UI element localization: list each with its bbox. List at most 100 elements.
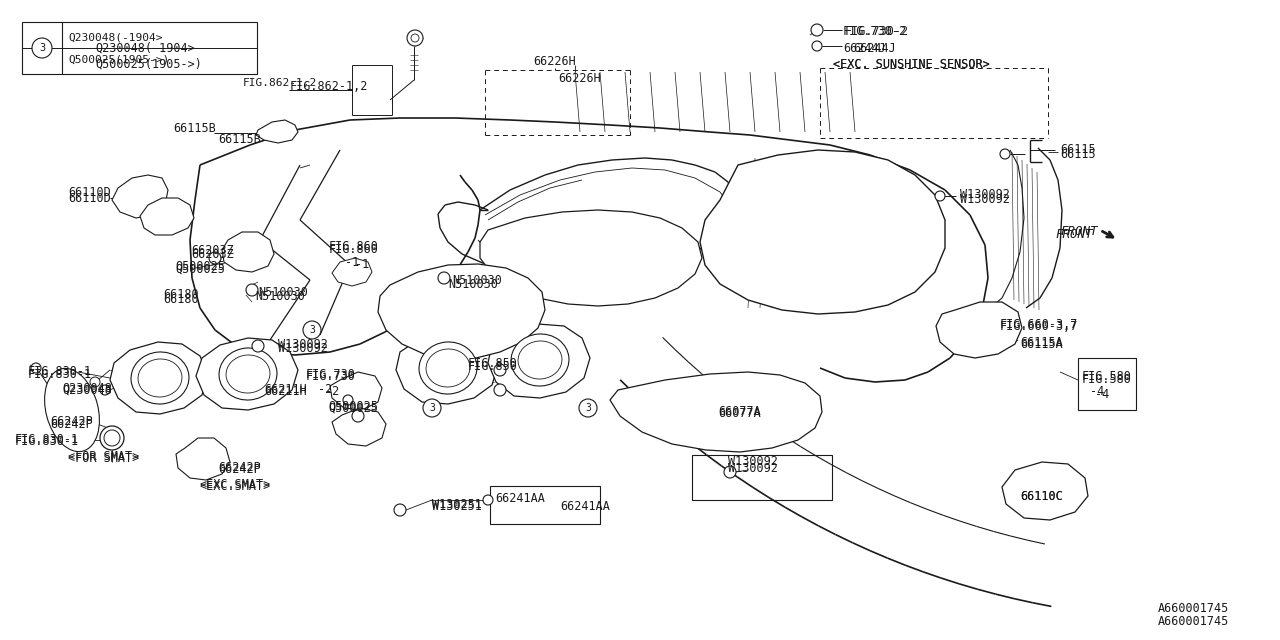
Polygon shape <box>196 338 298 410</box>
Text: FIG.830-1: FIG.830-1 <box>15 435 79 448</box>
Text: 66115: 66115 <box>1060 143 1096 156</box>
Text: 66115A: 66115A <box>1020 336 1062 349</box>
Text: Q500025(1905->): Q500025(1905->) <box>95 58 202 71</box>
Circle shape <box>209 252 221 264</box>
Polygon shape <box>488 324 590 398</box>
Text: W130251: W130251 <box>433 498 481 511</box>
Text: Q500025: Q500025 <box>175 263 225 276</box>
Circle shape <box>934 191 945 201</box>
Circle shape <box>724 466 736 478</box>
Polygon shape <box>221 232 274 272</box>
Text: N510030: N510030 <box>255 290 305 303</box>
Polygon shape <box>936 302 1021 358</box>
Text: 66242P: 66242P <box>50 418 92 431</box>
Text: FIG.860: FIG.860 <box>329 243 379 256</box>
Text: 66203Z: 66203Z <box>191 244 234 257</box>
Ellipse shape <box>426 349 470 387</box>
Text: 66242P: 66242P <box>50 415 92 428</box>
Text: 66077A: 66077A <box>718 407 760 420</box>
Text: W130092: W130092 <box>728 455 778 468</box>
Text: 66244J: 66244J <box>844 42 886 55</box>
Text: FIG.830-1: FIG.830-1 <box>28 368 92 381</box>
Text: 66110C: 66110C <box>1020 490 1062 503</box>
Text: 66115B: 66115B <box>218 133 261 146</box>
Text: -2: -2 <box>317 383 333 396</box>
Polygon shape <box>177 438 230 480</box>
Text: 3: 3 <box>38 43 45 53</box>
Text: 66077A: 66077A <box>718 405 760 418</box>
Bar <box>692 455 832 500</box>
Text: W130092: W130092 <box>278 342 328 355</box>
Circle shape <box>494 364 506 376</box>
Bar <box>22 22 257 74</box>
Ellipse shape <box>419 342 477 394</box>
Text: 3: 3 <box>308 325 315 335</box>
Circle shape <box>394 504 406 516</box>
Text: 66226H: 66226H <box>558 72 600 85</box>
Text: FIG.850: FIG.850 <box>468 360 518 373</box>
Polygon shape <box>480 210 701 306</box>
Text: W130251: W130251 <box>433 500 481 513</box>
Circle shape <box>438 272 451 284</box>
Text: FIG.660-3,7: FIG.660-3,7 <box>1000 318 1078 331</box>
Text: 66180: 66180 <box>163 293 198 306</box>
Text: Q500025: Q500025 <box>328 402 378 415</box>
Text: 66226H: 66226H <box>534 55 576 68</box>
Text: 66241AA: 66241AA <box>561 500 609 513</box>
Text: 3: 3 <box>585 403 591 413</box>
Text: FRONT: FRONT <box>1055 228 1093 241</box>
Text: 66244J: 66244J <box>852 42 896 55</box>
Text: <FOR SMAT>: <FOR SMAT> <box>68 450 140 463</box>
Text: -2: -2 <box>325 385 339 398</box>
Text: FIG.860: FIG.860 <box>329 240 379 253</box>
Polygon shape <box>332 408 387 446</box>
Text: Q230048(-1904>: Q230048(-1904> <box>95 42 195 55</box>
Text: Q500025: Q500025 <box>175 260 225 273</box>
Circle shape <box>32 38 52 58</box>
Text: FIG.862-1,2: FIG.862-1,2 <box>243 78 317 88</box>
Circle shape <box>579 399 596 417</box>
Text: <EXC. SUNSHINE SENSOR>: <EXC. SUNSHINE SENSOR> <box>833 58 989 71</box>
Text: W130092: W130092 <box>728 462 778 475</box>
Text: 66110D: 66110D <box>68 192 111 205</box>
Circle shape <box>352 410 364 422</box>
Polygon shape <box>1002 462 1088 520</box>
Circle shape <box>104 430 120 446</box>
Text: 66110D: 66110D <box>68 186 111 198</box>
Text: W130092: W130092 <box>960 188 1010 201</box>
Text: A660001745: A660001745 <box>1158 602 1229 615</box>
Circle shape <box>1000 149 1010 159</box>
Text: FIG.660-3,7: FIG.660-3,7 <box>1000 320 1078 333</box>
Circle shape <box>812 41 822 51</box>
Circle shape <box>407 30 422 46</box>
Text: Q230048: Q230048 <box>61 384 111 397</box>
Circle shape <box>303 321 321 339</box>
Text: Q500025: Q500025 <box>328 400 378 413</box>
Text: 66203Z: 66203Z <box>191 248 234 261</box>
Text: Q230048: Q230048 <box>61 382 111 395</box>
Text: FIG.830-1: FIG.830-1 <box>28 365 92 378</box>
Text: FIG.730-2: FIG.730-2 <box>844 25 908 38</box>
Polygon shape <box>332 258 372 286</box>
Text: -4: -4 <box>1094 388 1110 401</box>
Text: FIG.850: FIG.850 <box>468 357 518 370</box>
Text: W130092: W130092 <box>960 193 1010 206</box>
Polygon shape <box>700 150 945 314</box>
Circle shape <box>422 399 442 417</box>
Text: FRONT: FRONT <box>1060 225 1097 238</box>
Text: <EXC.SMAT>: <EXC.SMAT> <box>200 480 271 493</box>
Circle shape <box>100 426 124 450</box>
Text: <EXC. SUNSHINE SENSOR>: <EXC. SUNSHINE SENSOR> <box>833 58 989 71</box>
Circle shape <box>812 24 823 36</box>
Text: <FOR SMAT>: <FOR SMAT> <box>68 452 140 465</box>
Text: FIG.862-1,2: FIG.862-1,2 <box>291 80 369 93</box>
Ellipse shape <box>138 359 182 397</box>
Text: 66241AA: 66241AA <box>495 492 545 505</box>
Text: N510030: N510030 <box>448 278 498 291</box>
Text: FIG.580: FIG.580 <box>1082 370 1132 383</box>
Text: Q500025(1905->): Q500025(1905->) <box>68 54 169 64</box>
Ellipse shape <box>511 334 570 386</box>
Polygon shape <box>611 372 822 452</box>
Text: -1: -1 <box>346 256 360 269</box>
Text: 3: 3 <box>429 403 435 413</box>
